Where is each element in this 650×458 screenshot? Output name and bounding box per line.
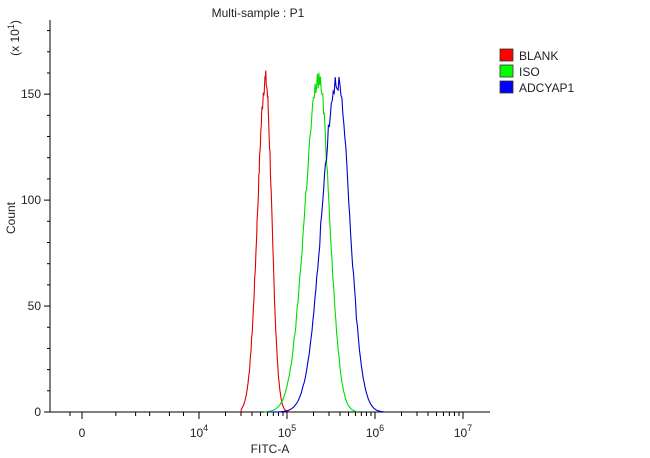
x-axis-label: FITC-A: [251, 442, 290, 456]
series-line-blank: [240, 70, 291, 413]
legend-label-blank: BLANK: [519, 49, 558, 63]
x-tick-label: 0: [79, 426, 86, 440]
plot-area: 0 50 100 150 0 104 105 106 107: [21, 20, 490, 440]
series-line-iso: [264, 72, 358, 413]
legend-swatch-adcyap1: [499, 80, 514, 94]
x-tick-label: 105: [278, 423, 296, 440]
x-tick-label: 104: [190, 423, 208, 440]
chart-title: Multi-sample : P1: [212, 6, 305, 20]
legend-label-iso: ISO: [519, 65, 540, 79]
legend-swatch-blank: [499, 48, 514, 62]
legend: BLANK ISO ADCYAP1: [499, 48, 574, 95]
legend-swatch-iso: [499, 64, 514, 78]
series-line-adcyap1: [267, 76, 384, 413]
y-tick-label: 0: [34, 405, 41, 419]
y-multiplier-label: (x 101): [6, 20, 22, 56]
legend-label-adcyap1: ADCYAP1: [519, 81, 574, 95]
y-tick-label: 100: [21, 193, 41, 207]
y-tick-label: 50: [28, 299, 42, 313]
x-tick-label: 107: [454, 423, 472, 440]
x-tick-label: 106: [366, 423, 384, 440]
y-tick-label: 150: [21, 87, 41, 101]
y-axis-label: Count: [4, 201, 18, 234]
